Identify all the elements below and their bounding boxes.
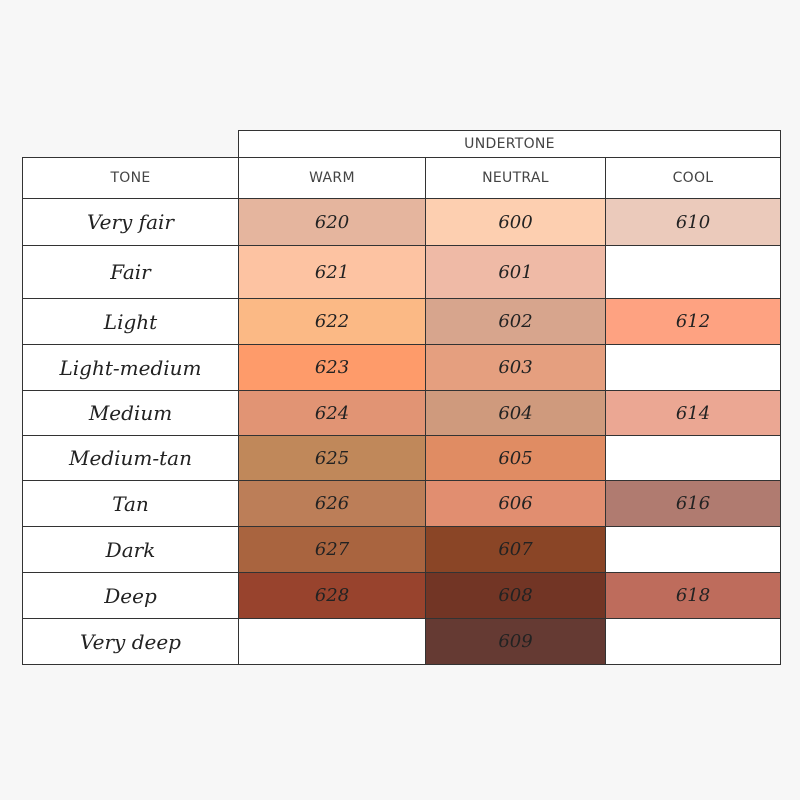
- shade-swatch: 607: [425, 526, 606, 573]
- tone-label: Fair: [22, 245, 239, 299]
- column-header-text: NEUTRAL: [482, 170, 549, 186]
- shade-swatch: 600: [425, 198, 606, 246]
- shade-swatch-text: 605: [498, 447, 533, 469]
- tone-label: Medium: [22, 390, 239, 436]
- shade-swatch: 603: [425, 344, 606, 391]
- shade-swatch: 612: [605, 298, 781, 345]
- shade-swatch: 608: [425, 572, 606, 619]
- column-header: TONE: [22, 157, 239, 199]
- tone-label-text: Fair: [110, 260, 151, 284]
- tone-label: Very fair: [22, 198, 239, 246]
- empty-cell: [605, 344, 781, 391]
- shade-swatch-text: 622: [314, 311, 350, 332]
- shade-swatch: 626: [238, 480, 426, 527]
- tone-label-text: Light: [103, 309, 158, 334]
- empty-cell: [605, 618, 781, 665]
- shade-swatch-text: 614: [675, 402, 711, 424]
- column-header-text: WARM: [309, 170, 355, 186]
- group-header-text: UNDERTONE: [464, 136, 555, 152]
- shade-swatch-text: 600: [498, 211, 533, 233]
- tone-label: Medium-tan: [22, 435, 239, 481]
- shade-swatch-text: 603: [498, 357, 533, 378]
- shade-swatch: 628: [238, 572, 426, 619]
- shade-swatch: 605: [425, 435, 606, 481]
- shade-swatch: 601: [425, 245, 606, 299]
- tone-label-text: Medium-tan: [69, 446, 192, 470]
- column-header-text: COOL: [672, 170, 714, 186]
- shade-swatch-text: 618: [675, 585, 711, 606]
- shade-swatch: 602: [425, 298, 606, 345]
- shade-swatch-text: 610: [675, 211, 711, 233]
- tone-label-text: Very fair: [87, 210, 174, 234]
- shade-swatch-text: 627: [314, 539, 350, 560]
- shade-swatch-text: 609: [498, 631, 533, 652]
- shade-swatch-text: 625: [314, 447, 350, 469]
- shade-swatch: 616: [605, 480, 781, 527]
- shade-swatch: 604: [425, 390, 606, 436]
- tone-label-text: Tan: [112, 491, 149, 516]
- shade-swatch-text: 621: [314, 261, 350, 283]
- shade-swatch: 606: [425, 480, 606, 527]
- tone-label: Tan: [22, 480, 239, 527]
- shade-swatch: 614: [605, 390, 781, 436]
- shade-swatch: 627: [238, 526, 426, 573]
- column-header: COOL: [605, 157, 781, 199]
- shade-swatch-text: 626: [314, 493, 350, 514]
- tone-label-text: Medium: [88, 401, 173, 425]
- empty-cell: [605, 245, 781, 299]
- shade-swatch-text: 604: [498, 402, 533, 424]
- tone-label-text: Light-medium: [59, 355, 202, 380]
- shade-swatch: 624: [238, 390, 426, 436]
- shade-swatch-text: 628: [314, 585, 350, 606]
- empty-cell: [605, 435, 781, 481]
- shade-swatch-text: 612: [675, 311, 711, 332]
- tone-label: Very deep: [22, 618, 239, 665]
- shade-swatch-text: 608: [498, 585, 533, 606]
- group-header: UNDERTONE: [238, 130, 781, 158]
- shade-swatch: 625: [238, 435, 426, 481]
- shade-swatch-text: 623: [314, 357, 350, 378]
- shade-swatch: 621: [238, 245, 426, 299]
- shade-swatch-text: 602: [498, 311, 533, 332]
- column-header: WARM: [238, 157, 426, 199]
- shade-swatch: 622: [238, 298, 426, 345]
- shade-swatch-text: 601: [498, 261, 533, 283]
- shade-swatch-text: 616: [675, 493, 711, 514]
- tone-label-text: Very deep: [80, 629, 181, 654]
- tone-label-text: Dark: [105, 537, 156, 562]
- shade-swatch-text: 620: [314, 211, 350, 233]
- shade-swatch-text: 607: [498, 539, 533, 560]
- tone-label: Deep: [22, 572, 239, 619]
- tone-label: Light: [22, 298, 239, 345]
- column-header: NEUTRAL: [425, 157, 606, 199]
- shade-swatch: 609: [425, 618, 606, 665]
- shade-swatch: 623: [238, 344, 426, 391]
- tone-label: Dark: [22, 526, 239, 573]
- shade-swatch: 610: [605, 198, 781, 246]
- shade-swatch-text: 606: [498, 493, 533, 514]
- tone-label: Light-medium: [22, 344, 239, 391]
- empty-cell: [605, 526, 781, 573]
- empty-cell: [238, 618, 426, 665]
- shade-swatch: 620: [238, 198, 426, 246]
- shade-swatch: 618: [605, 572, 781, 619]
- shade-swatch-text: 624: [314, 402, 350, 424]
- tone-label-text: Deep: [104, 583, 157, 608]
- column-header-text: TONE: [110, 170, 151, 186]
